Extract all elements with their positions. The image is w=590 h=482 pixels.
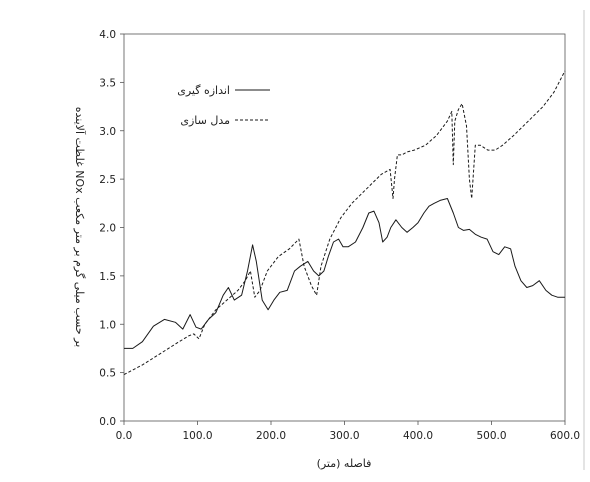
y-tick-label: 3.5 — [99, 77, 116, 89]
series-line-modeled — [123, 70, 566, 376]
legend: اندازه گیری مدل سازی — [177, 84, 270, 127]
y-tick-label: 2.5 — [99, 174, 116, 186]
y-tick-label: 0.0 — [99, 416, 116, 428]
x-tick-label: 600.0 — [550, 430, 580, 442]
x-axis-title: فاصله (متر) — [317, 457, 372, 470]
x-tick-label: 100.0 — [182, 430, 212, 442]
x-tick-label: 0.0 — [116, 430, 133, 442]
y-tick-label: 1.5 — [99, 271, 116, 283]
x-tick-label: 500.0 — [476, 430, 506, 442]
legend-label-modeled: مدل سازی — [180, 114, 230, 127]
series-group — [123, 70, 566, 376]
y-tick-label: 0.5 — [99, 368, 116, 380]
legend-label-measured: اندازه گیری — [177, 84, 230, 97]
x-tick-label: 200.0 — [256, 430, 286, 442]
x-tick-label: 300.0 — [329, 430, 359, 442]
y-tick-label: 2.0 — [99, 223, 116, 235]
y-tick-label: 3.0 — [99, 126, 116, 138]
x-tick-label: 400.0 — [403, 430, 433, 442]
series-line-measured — [124, 198, 565, 349]
x-axis-ticks: 0.0 100.0 200.0 300.0 400.0 500.0 600.0 — [116, 421, 580, 442]
y-axis-ticks: 0.0 0.5 1.0 1.5 2.0 2.5 3.0 3.5 4.0 — [99, 29, 124, 428]
y-tick-label: 4.0 — [99, 29, 116, 41]
y-axis-title: غلظت آلاینده NOx بر حسب میلی گرم بر متر … — [73, 107, 87, 348]
y-tick-label: 1.0 — [99, 319, 116, 331]
